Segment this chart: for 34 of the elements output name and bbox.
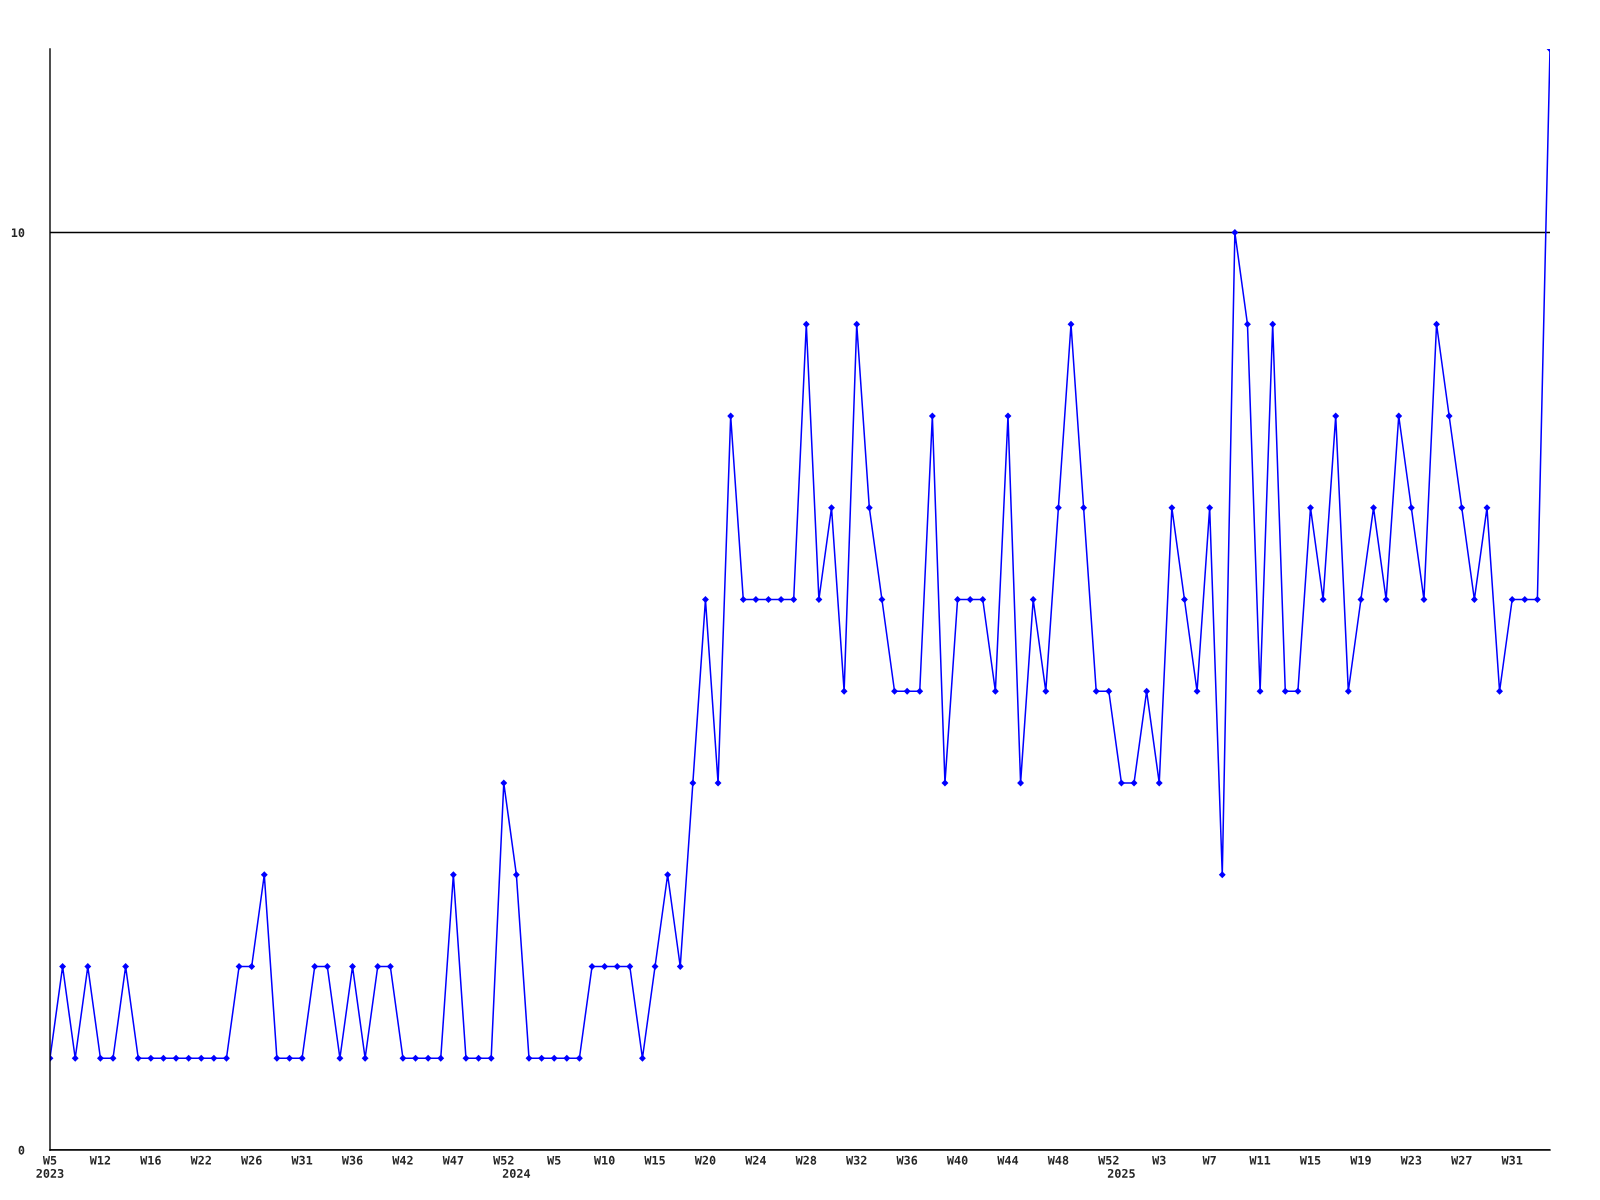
x-tick-label: W22	[190, 1155, 211, 1165]
x-tick-label: W40	[946, 1155, 968, 1165]
x-tick-label: W7	[1202, 1155, 1216, 1165]
x-tick-label: W31	[291, 1155, 313, 1165]
x-tick-label: W16	[140, 1155, 161, 1165]
x-tick-label: W52	[1098, 1155, 1119, 1165]
x-tick-label: W15	[644, 1155, 665, 1165]
x-tick-label: W44	[997, 1155, 1019, 1165]
x-tick-label: W19	[1350, 1155, 1371, 1165]
x-tick-label: W36	[896, 1155, 918, 1165]
x-tick-label: W23	[1400, 1155, 1422, 1165]
x-tick-label: W47	[442, 1155, 464, 1165]
x-tick-label: W12	[89, 1155, 111, 1165]
x-tick-label: W27	[1451, 1155, 1472, 1165]
x-tick-label: W26	[241, 1155, 262, 1165]
x-tick-label: W11	[1249, 1155, 1271, 1165]
x-tick-label: W5 2023	[36, 1155, 64, 1178]
x-tick-label: W5	[547, 1155, 561, 1165]
x-tick-label: W42	[392, 1155, 413, 1165]
y-tick-label: 10	[11, 228, 25, 238]
x-tick-label: W48	[1047, 1155, 1069, 1165]
x-tick-label: W20	[694, 1155, 716, 1165]
x-tick-label: W28	[795, 1155, 817, 1165]
y-tick-label: 0	[18, 1145, 25, 1155]
x-tick-label: 2024	[502, 1168, 531, 1178]
x-tick-label: W3	[1152, 1155, 1166, 1165]
x-tick-label: W31	[1501, 1155, 1523, 1165]
x-tick-label: W32	[846, 1155, 867, 1165]
x-tick-label: W52	[493, 1155, 514, 1165]
x-tick-label: W15	[1299, 1155, 1321, 1165]
x-tick-label: 2025	[1107, 1168, 1135, 1178]
x-tick-label: W36	[341, 1155, 363, 1165]
x-tick-label: W10	[593, 1155, 615, 1165]
x-tick-label: W24	[745, 1155, 767, 1165]
